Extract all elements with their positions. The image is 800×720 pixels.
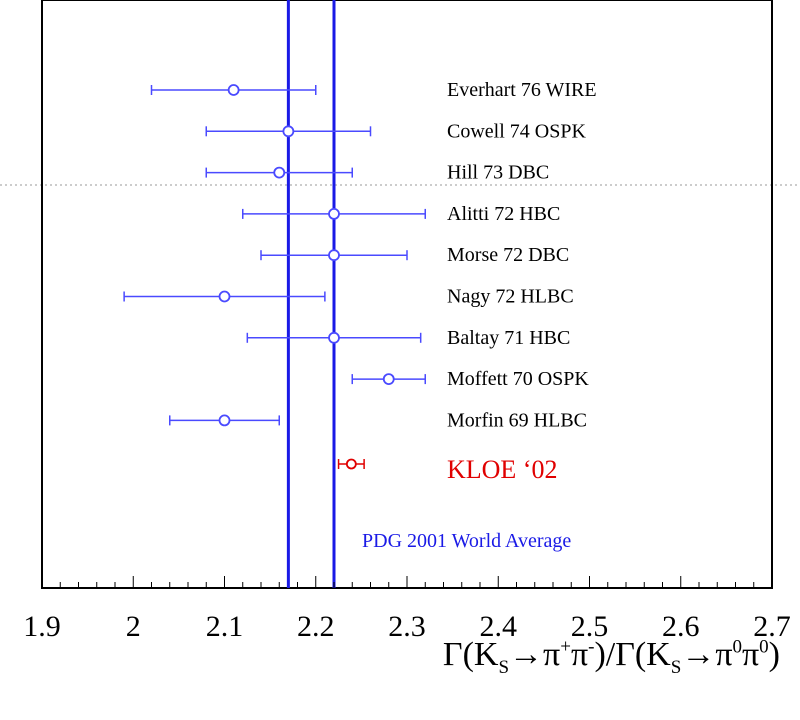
experiment-label: Morfin 69 HLBC (447, 409, 587, 431)
world-average-band (286, 0, 336, 588)
x-axis-ticks (41, 576, 773, 588)
experiment-label: Moffett 70 OSPK (447, 368, 589, 390)
world-average-label: PDG 2001 World Average (362, 530, 571, 552)
data-point (218, 290, 231, 303)
x-tick-label: 2.7 (753, 610, 791, 643)
experiment-label: Nagy 72 HLBC (447, 286, 574, 308)
experiment-label: Everhart 76 WIRE (447, 79, 597, 101)
measurement-marks (123, 84, 426, 470)
x-axis-label: Γ(KS→π+π-)/Γ(KS→π0π0) (442, 636, 780, 678)
data-point (328, 249, 340, 262)
x-tick-label: 2.2 (297, 610, 335, 643)
experiment-label: Morse 72 DBC (447, 244, 569, 266)
data-point (273, 166, 286, 179)
x-tick-label: 2 (126, 610, 141, 643)
experiment-label: Baltay 71 HBC (447, 327, 570, 349)
data-point (218, 414, 231, 427)
x-tick-label: 2.4 (480, 610, 518, 643)
kloe-label: KLOE ‘02 (447, 455, 557, 484)
x-tick-label: 2.5 (571, 610, 609, 643)
data-point (227, 84, 240, 96)
x-tick-label: 1.9 (23, 610, 61, 643)
x-tick-label: 2.1 (206, 610, 244, 643)
x-tick-label: 2.6 (662, 610, 700, 643)
x-axis-tick-labels: 1.9 2 2.1 2.2 2.3 2.4 2.5 2.6 2.7 (23, 610, 791, 643)
data-point (328, 331, 340, 344)
experiment-label: Alitti 72 HBC (447, 203, 560, 225)
experiment-label: Hill 73 DBC (447, 162, 549, 184)
experiment-labels: Everhart 76 WIRE Cowell 74 OSPK Hill 73 DB… (447, 79, 597, 484)
x-tick-label: 2.3 (388, 610, 426, 643)
data-point (282, 125, 295, 138)
data-point (328, 207, 340, 220)
data-point (382, 373, 395, 386)
kloe-data-point (345, 458, 357, 470)
experiment-label: Cowell 74 OSPK (447, 120, 586, 142)
